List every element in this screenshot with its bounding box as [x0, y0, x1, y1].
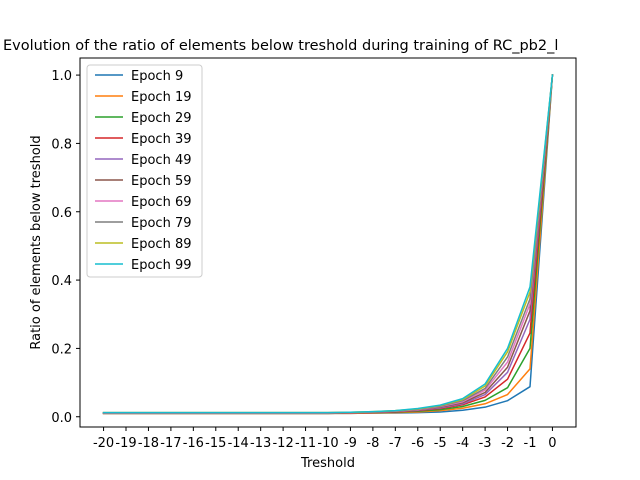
x-tick-label: -13: [250, 436, 271, 451]
x-tick-label: -12: [272, 436, 293, 451]
x-tick-label: -18: [138, 436, 159, 451]
x-tick-label: -17: [160, 436, 181, 451]
x-tick-label: -15: [205, 436, 226, 451]
series-layer: [102, 74, 554, 415]
legend-label: Epoch 69: [131, 195, 191, 210]
legend-label: Epoch 29: [131, 111, 191, 126]
x-tick-label: -7: [389, 436, 402, 451]
x-tick-label: -9: [344, 436, 357, 451]
y-tick-label: 0.0: [51, 411, 72, 426]
legend-frame: [86, 64, 203, 278]
x-tick-label: -11: [295, 436, 316, 451]
x-tick-label: -4: [456, 436, 469, 451]
x-tick-label: -16: [183, 436, 204, 451]
legend-label: Epoch 89: [131, 237, 191, 252]
x-axis: -20 -19 -18 -17 -16 -15 -14 -13 -12 -11 -10 -9 -8 -7-…: [93, 427, 557, 451]
y-axis-label: Ratio of elements below treshold: [29, 135, 44, 349]
x-tick-label: -6: [411, 436, 424, 451]
chart-title: Evolution of the ratio of elements below…: [3, 38, 558, 54]
y-tick-label: 0.8: [51, 137, 72, 152]
legend-label: Epoch 49: [131, 153, 191, 168]
legend-label: Epoch 59: [131, 174, 191, 189]
y-tick-label: 0.4: [51, 274, 72, 289]
legend-label: Epoch 39: [131, 132, 191, 147]
y-tick-label: 1.0: [51, 69, 72, 84]
legend-label: Epoch 9: [131, 69, 183, 84]
legend-label: Epoch 99: [131, 258, 191, 273]
y-tick-label: 0.6: [51, 206, 72, 221]
x-tick-label: -1: [524, 436, 537, 451]
y-axis: 0.0 0.2 0.4 0.6 0.8 1.0: [51, 69, 80, 426]
x-tick-label: -3: [479, 436, 492, 451]
legend-label: Epoch 79: [131, 216, 191, 231]
x-tick-label: -8: [366, 436, 379, 451]
x-tick-label: -10: [317, 436, 338, 451]
x-axis-label: Treshold: [300, 456, 355, 471]
legend: Epoch 9 Epoch 19 Epoch 29 Epoch 39 Epoch 49 E…: [86, 64, 203, 278]
x-tick-label: -5: [434, 436, 447, 451]
legend-label: Epoch 19: [131, 90, 191, 105]
x-tick-label: 0: [548, 436, 556, 451]
x-tick-label: -19: [115, 436, 136, 451]
x-tick-label: -2: [501, 436, 514, 451]
x-tick-label: -20: [93, 436, 114, 451]
x-tick-label: -14: [228, 436, 249, 451]
y-tick-label: 0.2: [51, 342, 72, 357]
series-line-epoch-99: [102, 74, 554, 414]
